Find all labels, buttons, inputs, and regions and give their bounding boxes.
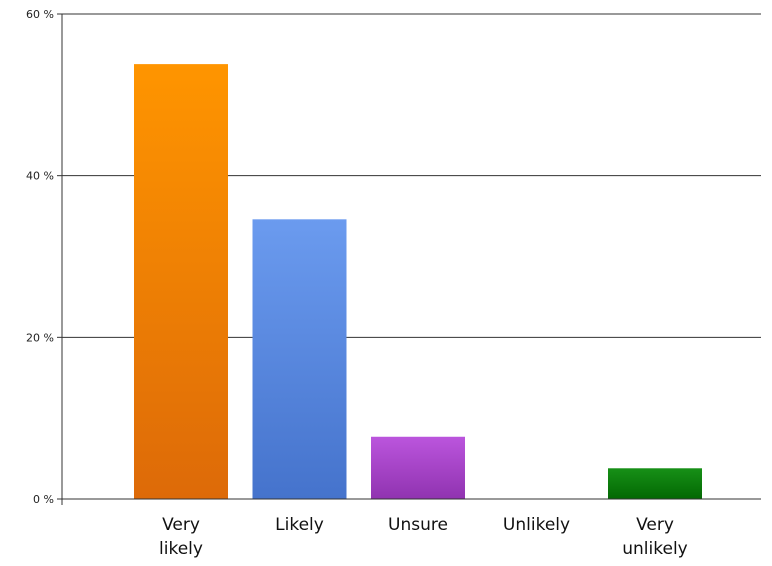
axes bbox=[57, 13, 761, 505]
bar bbox=[134, 64, 228, 499]
bar bbox=[252, 219, 347, 500]
y-tick-label: 0 % bbox=[33, 493, 54, 506]
x-category-label: Very likely bbox=[159, 515, 203, 559]
x-category-label-line: unlikely bbox=[622, 539, 687, 559]
x-category-label-line: Likely bbox=[275, 515, 324, 535]
x-category-label-line: likely bbox=[159, 539, 203, 559]
y-tick-label: 20 % bbox=[26, 331, 54, 344]
bars bbox=[134, 64, 702, 500]
x-category-label: Unsure bbox=[388, 515, 448, 535]
x-category-label: Unlikely bbox=[503, 515, 570, 535]
bar bbox=[608, 468, 702, 499]
x-category-label-line: Very bbox=[636, 515, 674, 535]
x-category-label-line: Unsure bbox=[388, 515, 448, 535]
x-category-label-line: Very bbox=[162, 515, 200, 535]
x-category-label: Likely bbox=[275, 515, 324, 535]
x-category-label-line: Unlikely bbox=[503, 515, 570, 535]
y-tick-label: 40 % bbox=[26, 170, 54, 183]
x-category-label: Very unlikely bbox=[622, 515, 687, 559]
bar bbox=[371, 436, 465, 499]
y-tick-label: 60 % bbox=[26, 8, 54, 21]
labels: 0 % 20 % 40 % 60 % Very likely Likely Unsure Unl… bbox=[26, 8, 688, 559]
